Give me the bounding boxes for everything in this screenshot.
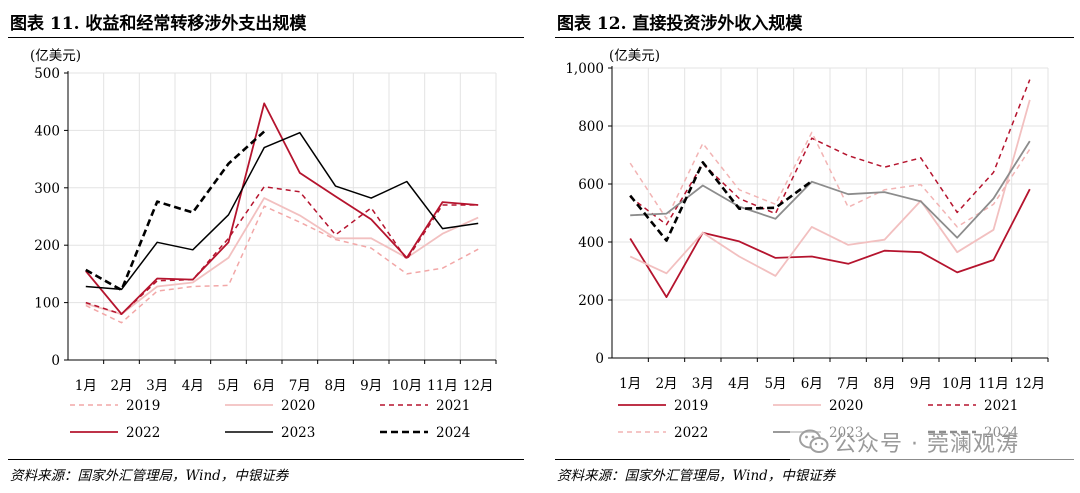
series-line-2021 xyxy=(629,79,1031,226)
x-tick-label: 9月 xyxy=(360,378,382,394)
legend-label: 2020 xyxy=(829,398,863,414)
series-line-2022 xyxy=(629,131,1031,228)
y-tick-label: 400 xyxy=(34,123,60,139)
x-tick-label: 11月 xyxy=(427,378,458,394)
figure-12-panel: 图表 12. 直接投资涉外收入规模 (亿美元) 0 200 400 600 800 1,00… xyxy=(547,0,1080,493)
series-line-2020 xyxy=(85,197,479,315)
legend-label: 2022 xyxy=(674,425,708,441)
y-tick-label: 200 xyxy=(34,238,60,254)
series-line-2023 xyxy=(85,131,479,291)
source-note: 资料来源：国家外汇管理局，Wind，中银证券 xyxy=(10,468,289,484)
x-tick-label: 2月 xyxy=(655,376,677,392)
x-tick-label: 11月 xyxy=(978,376,1009,392)
watermark: 公众号 · 莞澜观涛 xyxy=(790,420,1080,465)
x-tick-label: 7月 xyxy=(289,378,311,394)
y-tick-label: 200 xyxy=(578,293,604,309)
wechat-icon xyxy=(799,429,829,453)
x-tick-label: 12月 xyxy=(1014,376,1045,392)
legend-label: 2019 xyxy=(674,398,708,414)
y-tick-label: 0 xyxy=(51,353,60,369)
x-tick-label: 5月 xyxy=(217,378,239,394)
series-line-2022 xyxy=(85,102,479,315)
y-tick-label: 500 xyxy=(34,66,60,82)
y-tick-label: 400 xyxy=(578,235,604,251)
legend-label: 2022 xyxy=(126,425,160,441)
series-line-2019 xyxy=(629,188,1031,298)
x-tick-label: 1月 xyxy=(75,378,97,394)
x-tick-label: 5月 xyxy=(764,376,786,392)
y-axis-unit: (亿美元) xyxy=(30,48,81,64)
x-tick-label: 7月 xyxy=(837,376,859,392)
legend-label: 2024 xyxy=(436,425,470,441)
series-line-2024 xyxy=(629,161,813,242)
x-tick-label: 2月 xyxy=(110,378,132,394)
legend-label: 2021 xyxy=(984,398,1018,414)
x-tick-label: 3月 xyxy=(146,378,168,394)
figure-title: 图表 12. 直接投资涉外收入规模 xyxy=(557,14,803,34)
title-rule xyxy=(555,37,1074,38)
series-line-2023 xyxy=(630,140,1031,239)
figure-title: 图表 11. 收益和经常转移涉外支出规模 xyxy=(10,14,307,34)
source-note: 资料来源：国家外汇管理局，Wind，中银证券 xyxy=(557,468,836,484)
series-line-2020 xyxy=(629,99,1031,277)
title-rule xyxy=(8,37,524,38)
x-tick-label: 6月 xyxy=(253,378,275,394)
series-line-2019 xyxy=(85,205,479,324)
legend-label: 2021 xyxy=(436,398,470,414)
y-tick-label: 600 xyxy=(578,177,604,193)
legend-label: 2020 xyxy=(281,398,315,414)
source-rule xyxy=(8,459,524,460)
y-tick-label: 800 xyxy=(578,119,604,135)
x-tick-label: 12月 xyxy=(463,378,494,394)
x-tick-label: 8月 xyxy=(324,378,346,394)
y-tick-label: 100 xyxy=(34,296,60,312)
legend-label: 2023 xyxy=(281,425,315,441)
fdi-income-line-chart: (亿美元) 0 200 400 600 800 1,000 1月 2月 3月 4月 5月 6月 7月 8月 9… xyxy=(565,48,1049,441)
figure-11-panel: 图表 11. 收益和经常转移涉外支出规模 (亿美元) 0 100 200 300 400 5… xyxy=(0,0,530,493)
x-tick-label: 10月 xyxy=(942,376,973,392)
series-line-2024 xyxy=(85,130,266,292)
expenditure-line-chart: (亿美元) 0 100 200 300 400 500 1月 2月 3月 4月 5月 6月 7月 8月 9月 1… xyxy=(30,48,497,441)
x-tick-label: 1月 xyxy=(619,376,641,392)
y-tick-label: 300 xyxy=(34,181,60,197)
y-tick-label: 0 xyxy=(595,351,604,367)
x-tick-label: 10月 xyxy=(391,378,422,394)
legend-label: 2019 xyxy=(126,398,160,414)
x-tick-label: 8月 xyxy=(873,376,895,392)
x-tick-label: 4月 xyxy=(728,376,750,392)
x-tick-label: 3月 xyxy=(692,376,714,392)
y-axis-unit: (亿美元) xyxy=(609,48,660,64)
y-tick-label: 1,000 xyxy=(565,61,604,77)
watermark-text: 公众号 · 莞澜观涛 xyxy=(834,432,1019,457)
x-tick-label: 4月 xyxy=(182,378,204,394)
x-tick-label: 6月 xyxy=(801,376,823,392)
x-tick-label: 9月 xyxy=(910,376,932,392)
